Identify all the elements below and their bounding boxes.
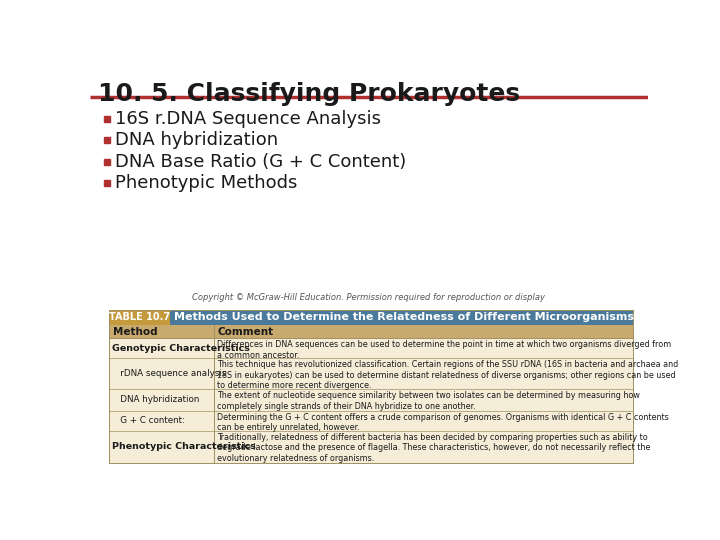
Bar xyxy=(109,309,170,325)
Text: rDNA sequence analysis: rDNA sequence analysis xyxy=(112,369,227,378)
Bar xyxy=(104,137,110,143)
Text: Genotypic Characteristics: Genotypic Characteristics xyxy=(112,343,251,353)
Text: Phenotypic Methods: Phenotypic Methods xyxy=(114,174,297,192)
Text: Traditionally, relatedness of different bacteria has been decided by comparing p: Traditionally, relatedness of different … xyxy=(217,433,650,463)
Text: G + C content:: G + C content: xyxy=(112,416,185,425)
Bar xyxy=(104,116,110,122)
Text: Methods Used to Determine the Relatedness of Different Microorganisms: Methods Used to Determine the Relatednes… xyxy=(174,312,634,322)
Text: The extent of nucleotide sequence similarity between two isolates can be determi: The extent of nucleotide sequence simila… xyxy=(217,392,640,411)
Bar xyxy=(109,338,632,463)
Bar xyxy=(109,325,632,338)
Text: Copyright © McGraw-Hill Education. Permission required for reproduction or displ: Copyright © McGraw-Hill Education. Permi… xyxy=(192,293,546,302)
Text: DNA hybridization: DNA hybridization xyxy=(114,131,278,149)
Text: This technique has revolutionized classification. Certain regions of the SSU rDN: This technique has revolutionized classi… xyxy=(217,361,678,390)
Bar xyxy=(104,180,110,186)
Bar xyxy=(104,159,110,165)
Text: TABLE 10.7: TABLE 10.7 xyxy=(109,312,170,322)
Text: Determining the G + C content offers a crude comparison of genomes. Organisms wi: Determining the G + C content offers a c… xyxy=(217,413,669,432)
Text: Phenotypic Characteristics: Phenotypic Characteristics xyxy=(112,442,256,451)
Text: 10. 5. Classifying Prokaryotes: 10. 5. Classifying Prokaryotes xyxy=(98,82,520,106)
Text: Differences in DNA sequences can be used to determine the point in time at which: Differences in DNA sequences can be used… xyxy=(217,340,671,360)
Text: DNA hybridization: DNA hybridization xyxy=(112,395,200,404)
Text: 16S r.DNA Sequence Analysis: 16S r.DNA Sequence Analysis xyxy=(114,110,381,127)
Text: Comment: Comment xyxy=(218,327,274,336)
Text: Method: Method xyxy=(113,327,158,336)
Bar xyxy=(109,309,632,325)
Text: DNA Base Ratio (G + C Content): DNA Base Ratio (G + C Content) xyxy=(114,153,406,171)
